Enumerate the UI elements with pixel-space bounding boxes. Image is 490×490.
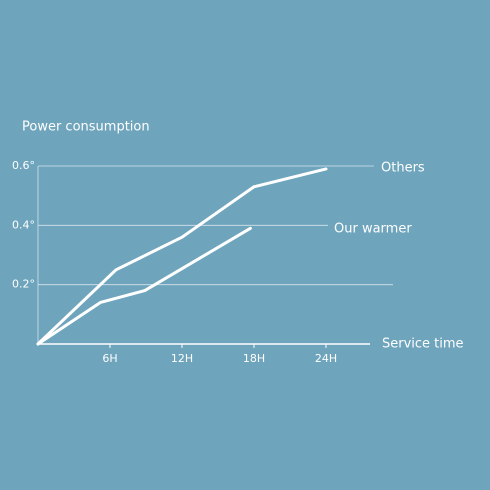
x-tick-label: 12H bbox=[171, 352, 193, 365]
line bbox=[36, 226, 252, 346]
series-label: Our warmer bbox=[334, 222, 412, 237]
y-axis-label: Power consumption bbox=[22, 120, 150, 135]
x-tick-label: 6H bbox=[102, 352, 117, 365]
series-label: Others bbox=[381, 161, 425, 176]
y-tick-label: 0.4° bbox=[12, 218, 35, 231]
x-axis-label: Service time bbox=[382, 337, 464, 352]
x-tick-label: 18H bbox=[243, 352, 265, 365]
x-tick-label: 24H bbox=[315, 352, 337, 365]
y-tick-label: 0.6° bbox=[12, 159, 35, 172]
y-tick-label: 0.2° bbox=[12, 278, 35, 291]
line bbox=[36, 167, 328, 346]
